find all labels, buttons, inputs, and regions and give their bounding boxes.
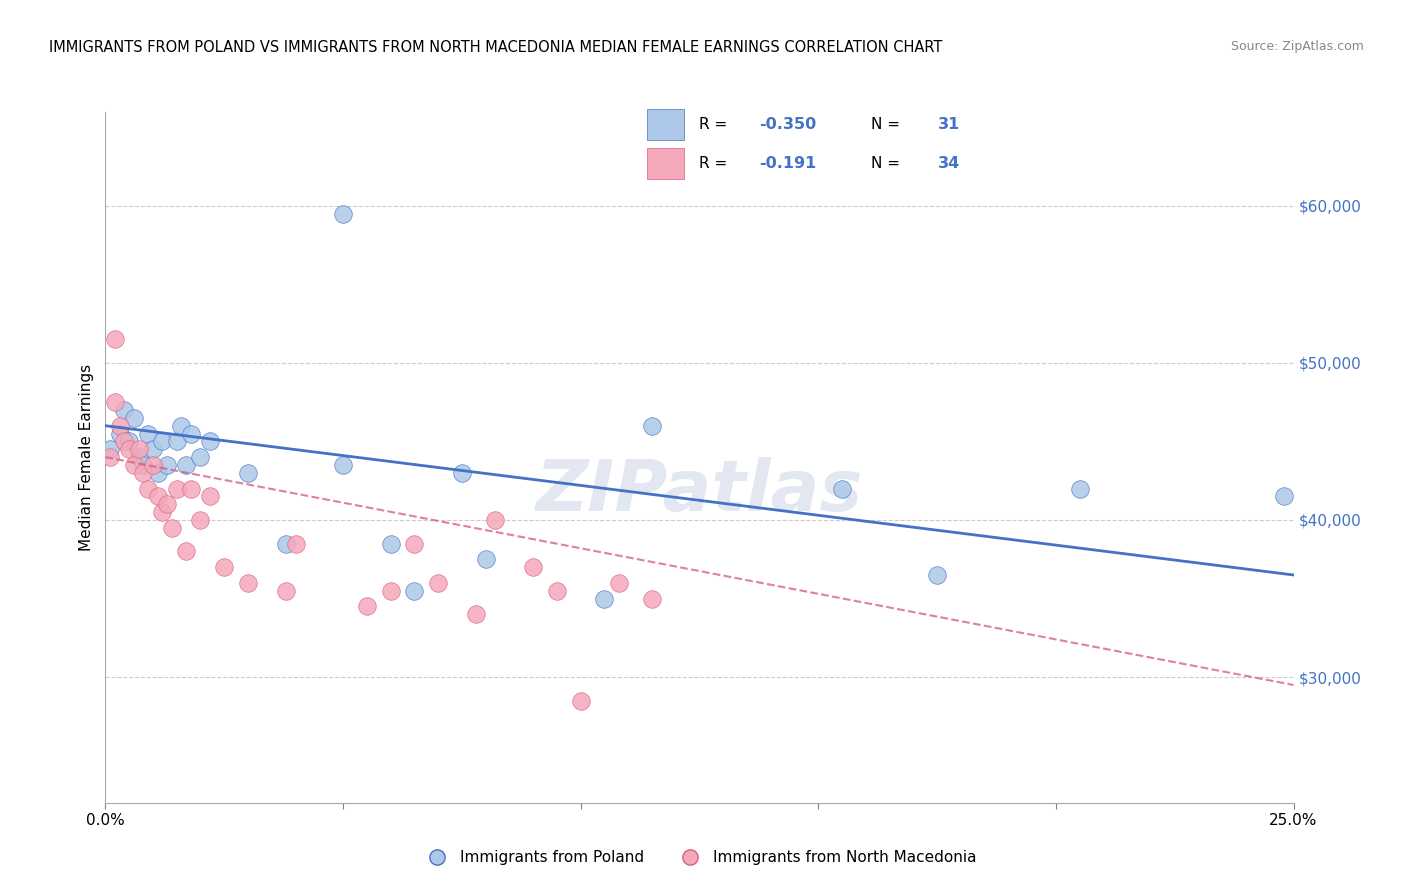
Point [114, 434, 136, 449]
Point [156, 497, 179, 511]
Point [104, 332, 127, 346]
Point [593, 591, 616, 606]
Point [214, 560, 236, 574]
Point [180, 482, 202, 496]
Text: IMMIGRANTS FROM POLAND VS IMMIGRANTS FROM NORTH MACEDONIA MEDIAN FEMALE EARNINGS: IMMIGRANTS FROM POLAND VS IMMIGRANTS FRO… [49, 40, 942, 55]
Point [146, 490, 169, 504]
Point [236, 466, 259, 480]
Point [132, 458, 155, 472]
Point [284, 536, 307, 550]
Text: N =: N = [870, 117, 904, 132]
Point [546, 583, 568, 598]
Point [198, 490, 221, 504]
Text: R =: R = [699, 117, 733, 132]
Text: N =: N = [870, 156, 904, 171]
Point [104, 395, 127, 409]
Point [1069, 482, 1091, 496]
Point [1272, 490, 1295, 504]
Point [152, 505, 174, 519]
Point [136, 482, 159, 496]
Point [174, 544, 197, 558]
Text: R =: R = [699, 156, 733, 171]
Point [236, 575, 259, 590]
Point [146, 466, 169, 480]
Point [128, 450, 150, 465]
Point [569, 694, 592, 708]
Point [522, 560, 544, 574]
Point [136, 426, 159, 441]
Point [380, 536, 402, 550]
Point [132, 466, 155, 480]
Text: -0.350: -0.350 [759, 117, 817, 132]
Point [484, 513, 506, 527]
Point [450, 466, 472, 480]
Bar [647, 110, 685, 140]
Point [190, 450, 212, 465]
Text: 34: 34 [938, 156, 960, 171]
Point [356, 599, 378, 614]
Point [122, 410, 145, 425]
Point [607, 575, 630, 590]
Point [274, 583, 297, 598]
Text: -0.191: -0.191 [759, 156, 817, 171]
Point [166, 434, 188, 449]
Point [380, 583, 402, 598]
Point [404, 583, 426, 598]
Point [190, 513, 212, 527]
Point [152, 434, 174, 449]
Point [332, 458, 354, 472]
Point [122, 458, 145, 472]
Point [118, 434, 141, 449]
Point [641, 418, 664, 433]
Point [404, 536, 426, 550]
Bar [647, 148, 685, 178]
Point [156, 458, 179, 472]
Point [160, 521, 183, 535]
Point [465, 607, 488, 622]
Point [831, 482, 853, 496]
Point [174, 458, 197, 472]
Point [98, 450, 121, 465]
Point [128, 442, 150, 457]
Point [142, 458, 165, 472]
Point [925, 568, 948, 582]
Text: 31: 31 [938, 117, 960, 132]
Point [332, 206, 354, 220]
Point [166, 482, 188, 496]
Point [114, 403, 136, 417]
Point [641, 591, 664, 606]
Point [108, 418, 131, 433]
Point [427, 575, 450, 590]
Point [142, 442, 165, 457]
Point [180, 426, 202, 441]
Point [118, 442, 141, 457]
Text: ZIPatlas: ZIPatlas [536, 458, 863, 526]
Point [198, 434, 221, 449]
Y-axis label: Median Female Earnings: Median Female Earnings [79, 364, 94, 550]
Point [170, 418, 193, 433]
Text: Source: ZipAtlas.com: Source: ZipAtlas.com [1230, 40, 1364, 54]
Point [474, 552, 496, 566]
Point [274, 536, 297, 550]
Legend: Immigrants from Poland, Immigrants from North Macedonia: Immigrants from Poland, Immigrants from … [416, 844, 983, 871]
Point [108, 426, 131, 441]
Point [98, 442, 121, 457]
